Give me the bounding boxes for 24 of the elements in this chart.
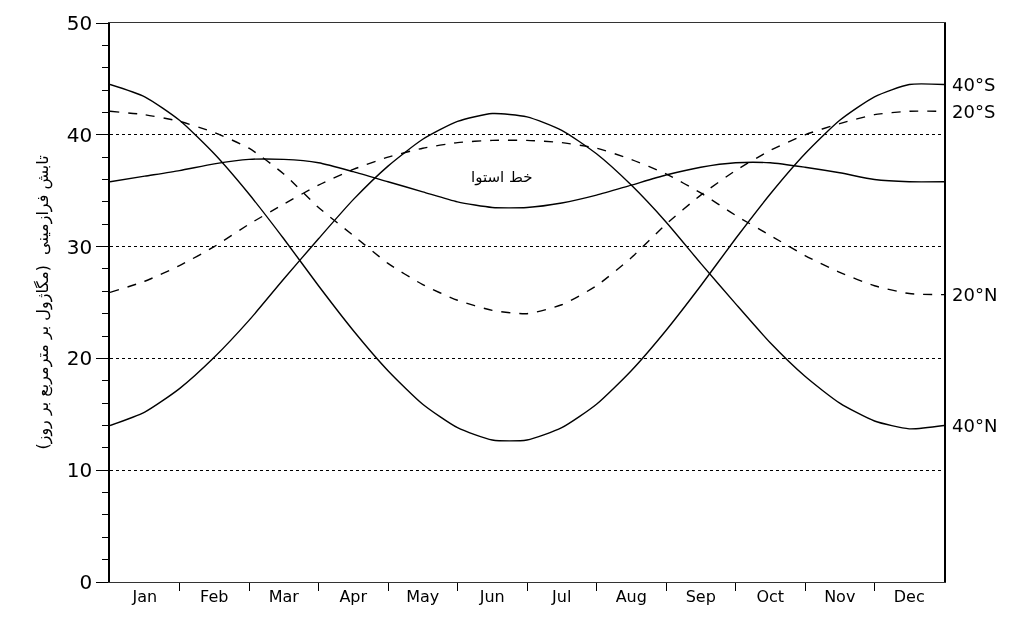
series-label: 20°N xyxy=(952,284,998,305)
x-tick-label: Feb xyxy=(200,587,229,607)
x-tick-label: Apr xyxy=(339,587,368,607)
x-tick-label: Aug xyxy=(615,587,647,607)
x-tick-label: May xyxy=(406,587,440,607)
series-label: 40°N xyxy=(952,415,998,436)
series-label: 40°S xyxy=(952,74,996,95)
x-tick-label: Jul xyxy=(551,587,572,607)
x-tick-label: Sep xyxy=(685,587,716,607)
x-tick-label: Dec xyxy=(893,587,925,607)
y-tick-label: 0 xyxy=(79,570,93,594)
series-label: 20°S xyxy=(952,101,996,122)
annotation: خط استوا xyxy=(471,168,533,186)
y-tick-label: 10 xyxy=(66,458,93,483)
y-tick-label: 50 xyxy=(66,11,93,35)
y-tick-label: 30 xyxy=(66,234,93,259)
x-tick-label: Jun xyxy=(478,587,505,607)
y-tick-label: 20 xyxy=(66,346,93,371)
x-tick-label: Mar xyxy=(268,587,300,607)
x-tick-label: Nov xyxy=(824,587,856,607)
x-tick-label: Oct xyxy=(756,587,785,607)
y-axis-title: تابش فرازمینی (مگاژول بر مترمربع بر روز) xyxy=(33,155,54,450)
y-tick-label: 40 xyxy=(66,122,93,147)
x-tick-label: Jan xyxy=(131,587,158,607)
